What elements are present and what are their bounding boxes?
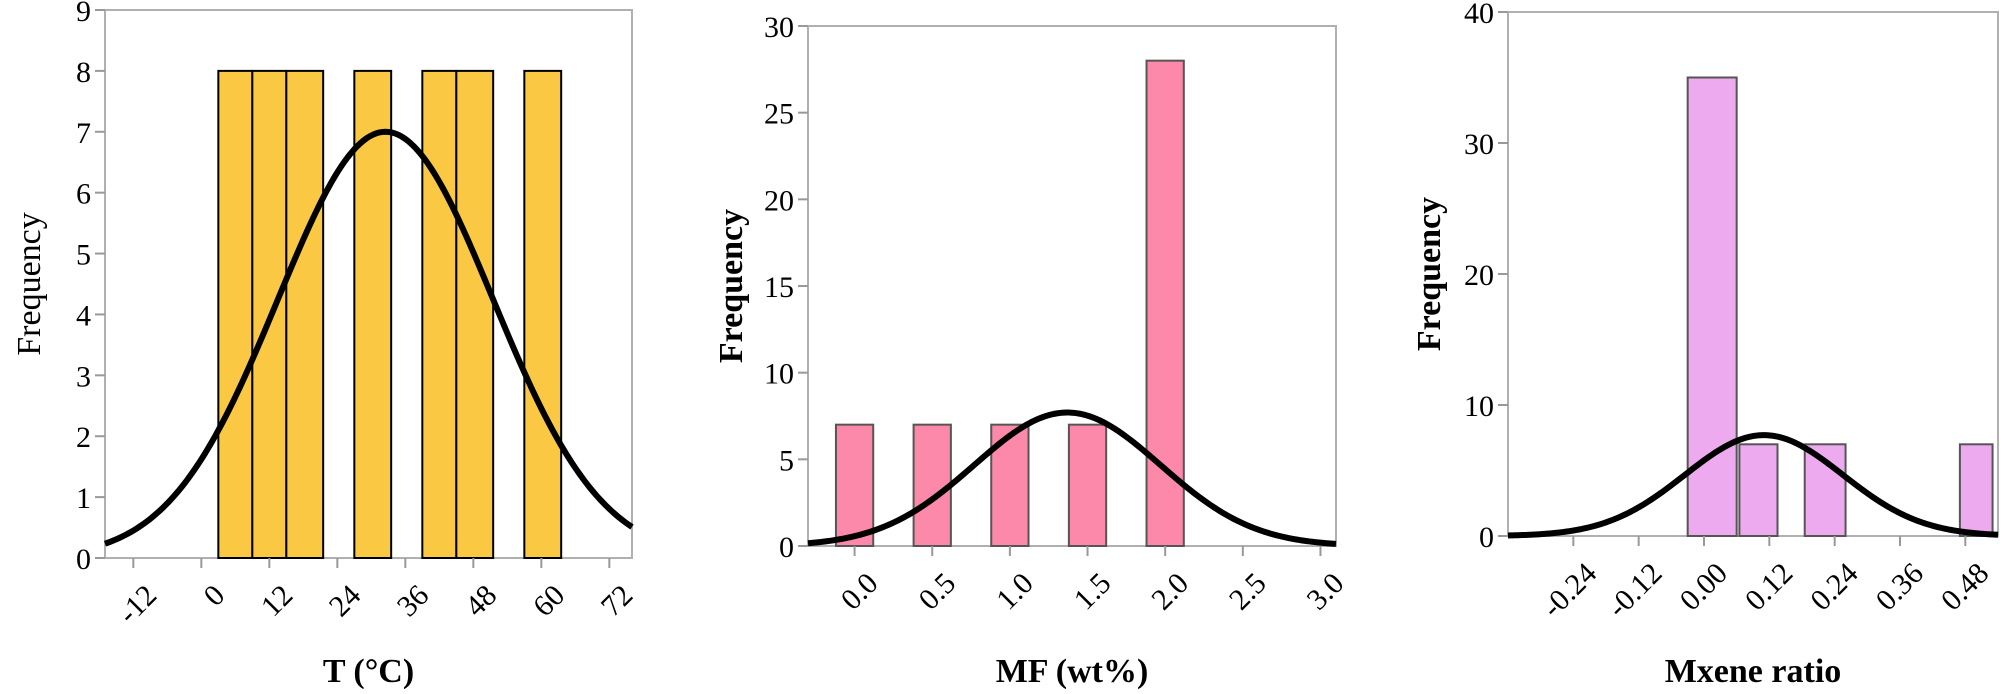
histogram-bar	[834, 423, 875, 547]
histogram-bar	[1958, 443, 1994, 537]
y-axis-label: Frequency	[11, 212, 48, 356]
x-tick-label: 36	[391, 579, 436, 624]
histogram-bar	[523, 69, 563, 559]
y-axis-label: Frequency	[713, 209, 750, 363]
y-tick-label: 0	[76, 543, 91, 576]
x-tick-label: 3.0	[1301, 567, 1351, 617]
chart-panel-2: 0 5 10 15 20 25 30 0.0 0.5 1.0 1.5 2.0 2.5 3.0 Frequen…	[713, 11, 1351, 690]
y-tick-label: 30	[1464, 128, 1494, 161]
y-tick-label: 5	[76, 239, 91, 272]
y-tick-label: 0	[779, 531, 794, 564]
y-tick-label: 10	[764, 358, 794, 391]
x-tick-label: 0.12	[1739, 557, 1799, 617]
y-tick-label: 10	[1464, 390, 1494, 423]
histogram-bar	[1067, 423, 1108, 547]
chart-panel-3: 0 10 20 30 40 -0.24-0.12 0.00 0.12 0.24 0.36 0.48 F…	[1411, 0, 1999, 690]
y-tick-label: 5	[779, 444, 794, 477]
y-tick-label: 25	[764, 98, 794, 131]
x-tick-label: 48	[459, 579, 504, 624]
histogram-bar	[1145, 59, 1185, 548]
y-tick-label: 3	[76, 360, 91, 393]
x-axis-label: Mxene ratio	[1665, 653, 1842, 689]
y-tick-label: 6	[76, 178, 91, 211]
x-tick-label: -12	[112, 579, 164, 631]
normal-fit-curve	[1507, 432, 1999, 539]
y-tick-label: 1	[76, 482, 91, 515]
normal-fit-curve	[807, 409, 1337, 547]
x-tick-label: 0.48	[1935, 557, 1995, 617]
y-tick-label: 8	[76, 56, 91, 89]
histogram-bar	[455, 69, 495, 559]
x-tick-label: -0.12	[1601, 557, 1669, 625]
x-axis-label: T (°C)	[323, 653, 414, 689]
x-tick-label: 0.0	[835, 567, 885, 617]
y-tick-label: 2	[76, 421, 91, 454]
x-axis-label: MF (wt%)	[996, 653, 1149, 689]
y-tick-label: 7	[76, 117, 91, 150]
x-tick-label: -0.24	[1536, 557, 1604, 625]
x-tick-label: 0.24	[1804, 557, 1864, 617]
histogram-bar	[353, 69, 393, 559]
x-tick-label: 0	[197, 579, 231, 613]
y-tick-label: 0	[1479, 521, 1494, 554]
y-tick-label: 4	[76, 299, 91, 332]
x-tick-label: 1.5	[1068, 567, 1118, 617]
x-tick-label: 2.5	[1223, 567, 1273, 617]
y-tick-label: 40	[1464, 0, 1494, 30]
x-tick-label: 1.0	[990, 567, 1040, 617]
histogram-bar	[1738, 443, 1779, 537]
x-tick-label: 0.00	[1673, 557, 1733, 617]
x-tick-label: 72	[595, 579, 640, 624]
histogram-bar	[912, 423, 952, 547]
histogram-bar	[421, 69, 458, 559]
x-tick-label: 60	[527, 579, 572, 624]
y-tick-label: 9	[76, 0, 91, 28]
y-tick-label: 30	[764, 11, 794, 44]
y-tick-label: 15	[764, 271, 794, 304]
normal-fit-curve	[103, 128, 634, 547]
x-tick-label: 2.0	[1145, 567, 1195, 617]
x-tick-label: 0.36	[1869, 557, 1929, 617]
x-tick-label: 0.5	[912, 567, 962, 617]
histogram-bar	[217, 69, 254, 559]
y-tick-label: 20	[1464, 259, 1494, 292]
x-tick-label: 24	[323, 579, 368, 624]
histogram-bar	[285, 69, 325, 559]
x-tick-label: 12	[255, 579, 300, 624]
histogram-bar	[1686, 76, 1738, 537]
y-axis-label: Frequency	[1411, 197, 1448, 351]
y-tick-label: 20	[764, 184, 794, 217]
